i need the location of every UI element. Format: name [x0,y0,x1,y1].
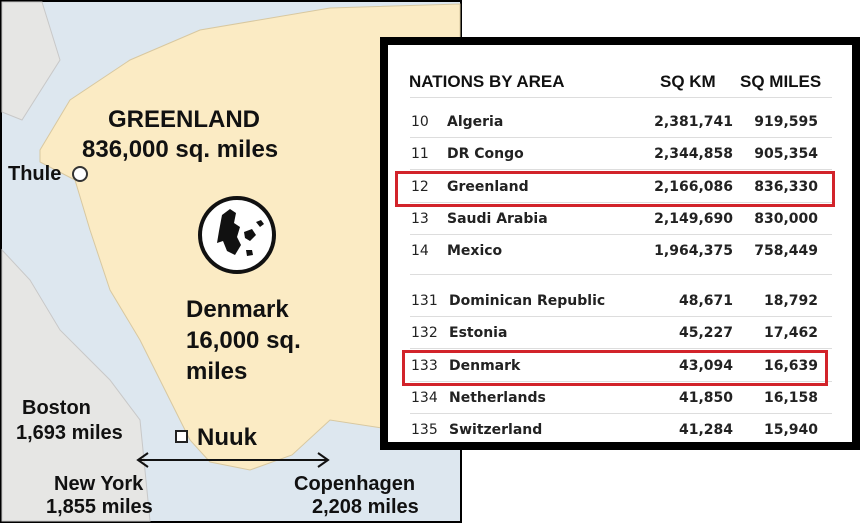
city-label: Thule [8,163,62,185]
sq-km: 41,850 [678,389,733,406]
sq-miles: 905,354 [754,146,818,163]
sq-miles: 836,330 [754,178,818,195]
country: Switzerland [449,422,543,439]
country: DR Congo [447,146,524,163]
land [1,1,61,121]
area-label: 836,000 sq. miles [82,136,279,163]
distance-label: 2,208 miles [312,496,419,518]
group-divider [410,274,832,275]
row-divider [410,412,832,414]
distance-label: 1,693 miles [16,422,123,444]
country: Algeria [447,114,504,130]
row-divider [410,137,832,138]
area-table: NATIONS BY AREA SQ KM SQ MILES 10 Algeria 2,3… [380,37,860,450]
sq-km: 1,964,375 [654,243,733,260]
rank: 135 [411,422,438,439]
sq-km: 2,381,741 [654,114,733,130]
sq-km: 43,094 [678,357,733,374]
country-label: Denmark [186,296,289,323]
distance-label: 1,855 miles [46,496,153,518]
arrow-head [317,452,330,468]
area-label: 16,000 sq. miles [186,327,301,385]
country: Greenland [447,178,529,195]
table-header: NATIONS BY AREA [409,72,565,91]
sq-km: 2,166,086 [654,178,733,195]
rank: 134 [411,389,438,406]
thule-marker [72,166,88,182]
rank: 10 [411,114,429,130]
sq-km: 41,284 [678,422,733,439]
city-label: Copenhagen [294,473,416,495]
nuuk-marker [175,430,188,443]
rank: 132 [411,325,438,342]
rank: 13 [411,210,429,227]
sq-km: 48,671 [678,293,733,309]
sq-miles: 830,000 [754,210,818,227]
sq-km: 45,227 [678,325,733,342]
city-label: New York [54,473,144,495]
rank: 12 [411,178,429,195]
country: Denmark [449,357,521,374]
rank: 131 [411,293,438,309]
table-header: SQ KM [660,72,716,91]
highlight-box [395,170,835,207]
sq-miles: 16,639 [763,357,818,374]
sq-km: 2,149,690 [654,210,733,227]
arrow-head [136,452,149,468]
sq-miles: 758,449 [754,243,818,260]
row-divider [410,97,832,98]
rank: 133 [411,357,438,374]
sq-miles: 18,792 [763,293,818,309]
sq-km: 2,344,858 [654,146,733,163]
highlight-box [402,349,828,386]
denmark-silhouette [217,209,264,256]
country: Estonia [449,325,508,342]
country: Mexico [447,243,503,260]
row-divider [410,316,832,317]
map-title: GREENLAND [108,106,261,133]
city-label: Nuuk [197,424,257,451]
sq-miles: 919,595 [754,114,818,130]
row-divider [410,233,832,235]
row-divider [410,201,832,203]
country: Netherlands [449,389,546,406]
sq-miles: 16,158 [763,389,818,406]
sq-miles: 15,940 [763,422,818,439]
city-label: Boston [22,397,91,419]
row-divider [410,348,832,350]
country: Dominican Republic [449,293,606,309]
table-header: SQ MILES [740,72,822,91]
row-divider [410,169,832,171]
row-divider [410,380,832,382]
sq-miles: 17,462 [763,325,818,342]
country: Saudi Arabia [447,210,548,227]
land [1,248,151,522]
rank: 14 [411,243,429,260]
rank: 11 [411,146,429,163]
